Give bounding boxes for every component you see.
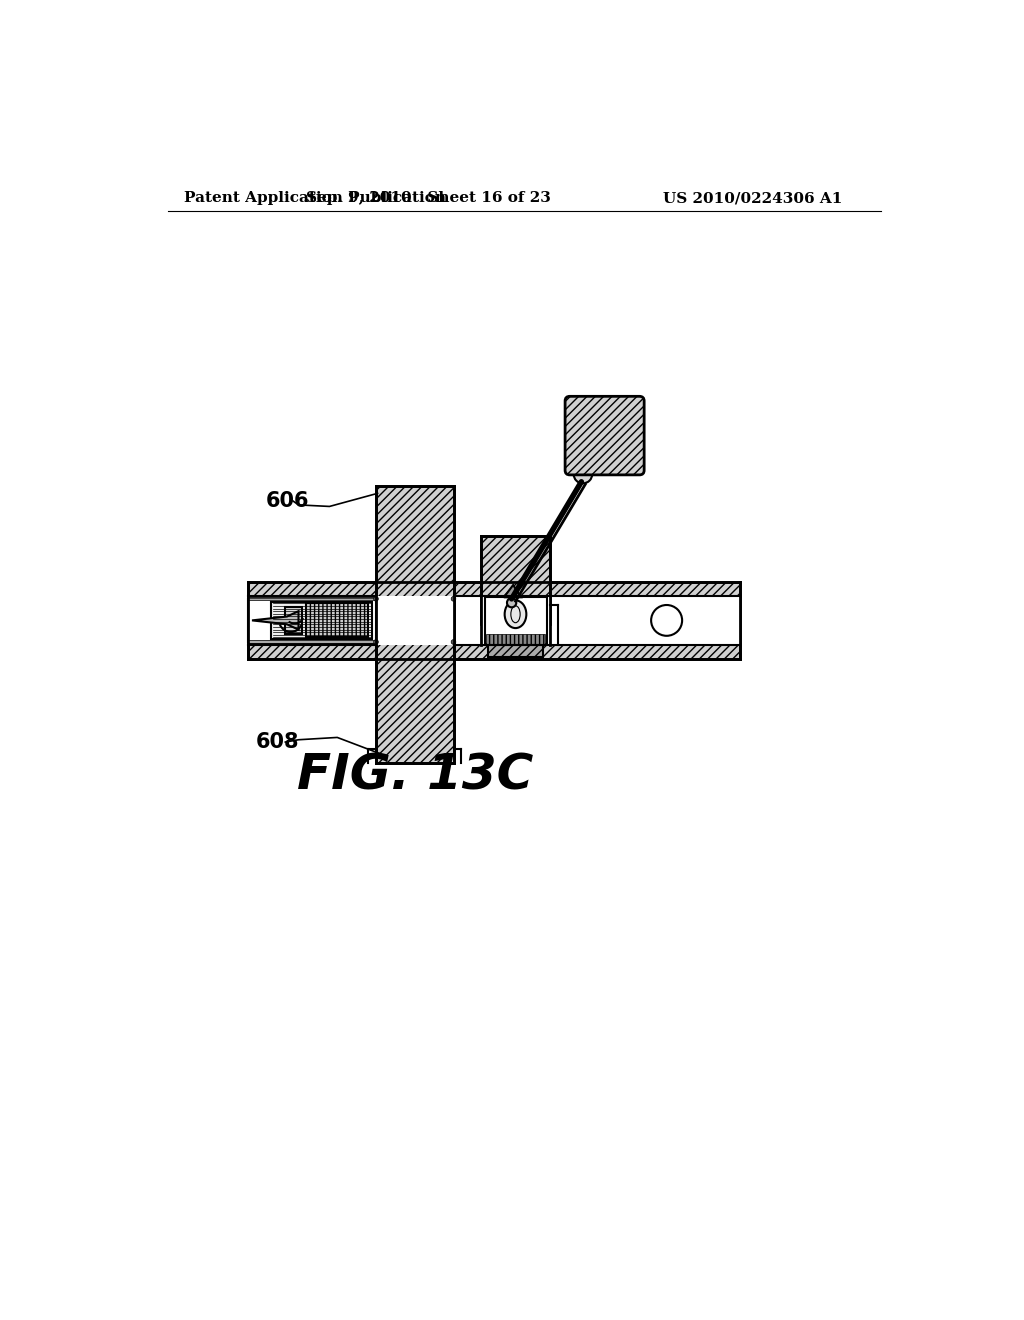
- Text: 606: 606: [266, 491, 309, 511]
- FancyBboxPatch shape: [565, 396, 644, 475]
- Circle shape: [452, 640, 456, 644]
- Ellipse shape: [505, 601, 526, 628]
- Bar: [248, 595, 740, 645]
- Bar: [248, 599, 376, 642]
- Circle shape: [452, 597, 456, 601]
- Bar: [248, 595, 376, 601]
- Polygon shape: [504, 585, 521, 598]
- Text: US 2010/0224306 A1: US 2010/0224306 A1: [663, 191, 842, 206]
- Circle shape: [374, 640, 378, 644]
- Text: 608: 608: [256, 733, 299, 752]
- Bar: [271, 602, 372, 639]
- Circle shape: [507, 598, 516, 607]
- Bar: [376, 595, 454, 645]
- Polygon shape: [252, 611, 299, 630]
- Bar: [248, 640, 376, 645]
- Bar: [480, 536, 550, 624]
- Bar: [376, 486, 454, 620]
- Bar: [486, 635, 545, 644]
- Bar: [248, 582, 740, 659]
- Bar: [480, 595, 550, 645]
- Bar: [376, 620, 454, 763]
- Text: FIG. 13C: FIG. 13C: [297, 752, 532, 800]
- Bar: [488, 645, 543, 656]
- Text: Sep. 9, 2010   Sheet 16 of 23: Sep. 9, 2010 Sheet 16 of 23: [306, 191, 551, 206]
- Bar: [286, 607, 302, 635]
- Bar: [484, 597, 547, 644]
- Bar: [306, 603, 369, 638]
- Circle shape: [573, 465, 592, 483]
- Text: Patent Application Publication: Patent Application Publication: [183, 191, 445, 206]
- Circle shape: [374, 597, 378, 601]
